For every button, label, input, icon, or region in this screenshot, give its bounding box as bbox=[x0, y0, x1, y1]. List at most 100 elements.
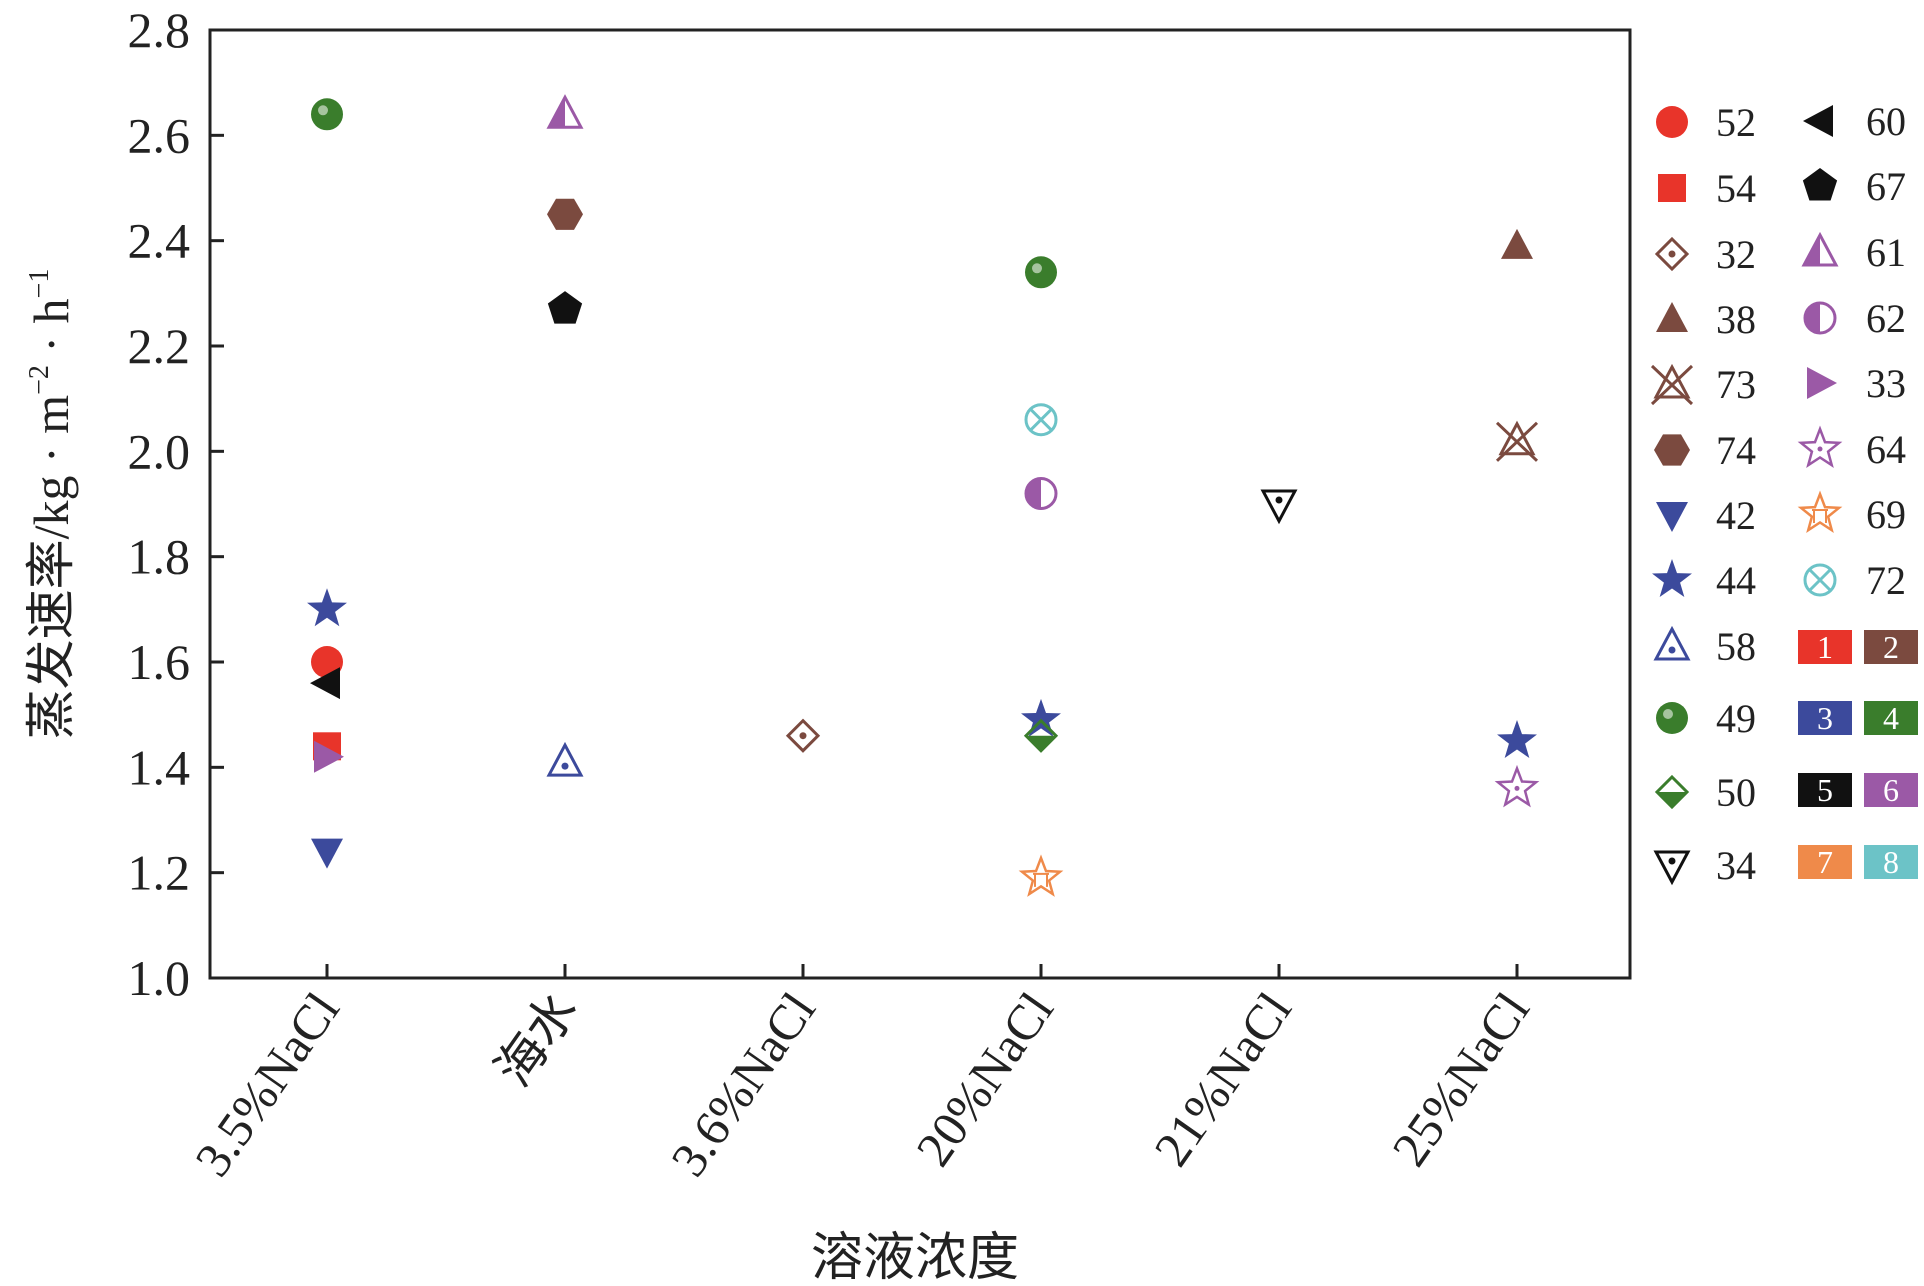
data-point-67 bbox=[547, 291, 583, 324]
x-tick-label: 25%NaCl bbox=[1381, 982, 1540, 1176]
data-point-72 bbox=[1024, 403, 1058, 437]
legend-item-33: 33 bbox=[1807, 361, 1906, 406]
color-swatch-label: 8 bbox=[1883, 844, 1899, 880]
color-swatches: 1 2 3 4 5 6 7 8 bbox=[1798, 629, 1918, 880]
legend-item-32: 32 bbox=[1654, 232, 1756, 277]
legend-item-42: 42 bbox=[1656, 493, 1756, 538]
legend-marker bbox=[1797, 490, 1843, 534]
color-swatch-2: 2 bbox=[1864, 629, 1918, 665]
color-swatch-label: 6 bbox=[1883, 772, 1899, 808]
y-tick-label: 2.8 bbox=[128, 2, 191, 58]
color-swatch-4: 4 bbox=[1864, 700, 1918, 736]
data-point-50 bbox=[1023, 718, 1059, 753]
legend-label: 52 bbox=[1716, 100, 1756, 145]
color-swatch-label: 3 bbox=[1817, 700, 1833, 736]
legend-marker bbox=[1656, 106, 1688, 138]
data-point-44 bbox=[307, 588, 347, 627]
y-tick-label: 2.6 bbox=[128, 107, 191, 163]
color-swatch-7: 7 bbox=[1798, 844, 1852, 880]
color-swatch-label: 2 bbox=[1883, 629, 1899, 665]
data-point-49 bbox=[1025, 256, 1057, 289]
data-point-34 bbox=[1260, 489, 1298, 525]
y-tick-label: 2.2 bbox=[128, 318, 191, 374]
legend-label: 38 bbox=[1716, 297, 1756, 342]
x-axis: 3.5%NaCl 海水 3.6%NaCl 20%NaCl 21%NaCl 25%NaCl bbox=[184, 964, 1540, 1186]
legend-item-61: 61 bbox=[1801, 230, 1906, 275]
y-tick-label: 2.4 bbox=[128, 213, 191, 269]
legend-label: 42 bbox=[1716, 493, 1756, 538]
legend-label: 61 bbox=[1866, 230, 1906, 275]
legend-item-62: 62 bbox=[1803, 296, 1906, 341]
legend-marker bbox=[1656, 302, 1688, 332]
legend-item-49: 49 bbox=[1656, 696, 1756, 741]
legend-label: 34 bbox=[1716, 843, 1756, 888]
legend-label: 64 bbox=[1866, 427, 1906, 472]
color-swatch-8: 8 bbox=[1864, 844, 1918, 880]
data-point-74 bbox=[547, 198, 583, 230]
legend-marker bbox=[1801, 231, 1839, 267]
legend-item-69: 69 bbox=[1797, 490, 1906, 537]
data-point-32 bbox=[785, 718, 821, 753]
legend-item-52: 52 bbox=[1656, 100, 1756, 145]
legend-item-38: 38 bbox=[1656, 297, 1756, 342]
color-swatch-6: 6 bbox=[1864, 772, 1918, 808]
y-tick-label: 1.0 bbox=[128, 950, 191, 1006]
y-tick-label: 1.4 bbox=[128, 739, 191, 795]
data-point-61 bbox=[546, 94, 584, 129]
color-swatch-label: 7 bbox=[1817, 844, 1833, 880]
y-tick-label: 1.8 bbox=[128, 529, 191, 585]
y-axis: 1.0 1.2 1.4 1.6 1.8 2.0 2.2 2.4 2.6 2.8 bbox=[128, 2, 224, 1006]
legend-label: 50 bbox=[1716, 770, 1756, 815]
legend-marker bbox=[1802, 168, 1838, 201]
data-point-73 bbox=[1495, 420, 1539, 462]
data-point-44 bbox=[1497, 720, 1537, 758]
legend-marker bbox=[1650, 363, 1694, 406]
data-point-62 bbox=[1024, 477, 1058, 510]
legend-item-67: 67 bbox=[1802, 164, 1906, 209]
color-swatch-label: 5 bbox=[1817, 772, 1833, 808]
legend-label: 54 bbox=[1716, 166, 1756, 211]
data-point-58 bbox=[546, 741, 584, 777]
x-tick-label: 3.6%NaCl bbox=[660, 982, 826, 1186]
x-tick-label: 3.5%NaCl bbox=[184, 982, 350, 1186]
legend-marker bbox=[1654, 774, 1690, 810]
legend-label: 32 bbox=[1716, 232, 1756, 277]
legend-marker bbox=[1807, 367, 1837, 399]
legend-item-74: 74 bbox=[1654, 428, 1756, 473]
x-tick-label: 21%NaCl bbox=[1143, 982, 1302, 1176]
data-point-38 bbox=[1501, 228, 1533, 259]
y-tick-label: 2.0 bbox=[128, 423, 191, 479]
legend-label: 60 bbox=[1866, 99, 1906, 144]
legend-label: 58 bbox=[1716, 624, 1756, 669]
legend-marker bbox=[1797, 425, 1843, 469]
data-points bbox=[307, 94, 1540, 897]
legend-marker bbox=[1653, 850, 1691, 886]
legend-label: 72 bbox=[1866, 558, 1906, 603]
color-swatch-label: 4 bbox=[1883, 700, 1899, 736]
data-point-44 bbox=[1021, 698, 1061, 737]
data-point-33 bbox=[314, 740, 344, 773]
legend-item-34: 34 bbox=[1653, 843, 1756, 888]
color-swatch-5: 5 bbox=[1798, 772, 1852, 808]
legend-label: 69 bbox=[1866, 492, 1906, 537]
data-point-42 bbox=[311, 838, 343, 869]
legend-item-60: 60 bbox=[1803, 99, 1906, 144]
data-point-60 bbox=[310, 667, 340, 700]
legend-label: 67 bbox=[1866, 164, 1906, 209]
legend-item-73: 73 bbox=[1650, 362, 1756, 407]
legend-marker bbox=[1656, 702, 1688, 734]
legend-item-44: 44 bbox=[1652, 558, 1756, 603]
y-axis-label: 蒸发速率/kg · m−2 · h−1 bbox=[23, 269, 79, 740]
legend-label: 44 bbox=[1716, 558, 1756, 603]
legend-label: 33 bbox=[1866, 361, 1906, 406]
legend-marker bbox=[1652, 559, 1692, 597]
x-tick-label: 海水 bbox=[485, 982, 588, 1096]
legend-marker bbox=[1803, 563, 1837, 597]
legend-item-54: 54 bbox=[1658, 166, 1756, 211]
legend-item-64: 64 bbox=[1797, 425, 1906, 472]
legend-label: 74 bbox=[1716, 428, 1756, 473]
legend-label: 62 bbox=[1866, 296, 1906, 341]
legend-marker bbox=[1803, 301, 1837, 335]
